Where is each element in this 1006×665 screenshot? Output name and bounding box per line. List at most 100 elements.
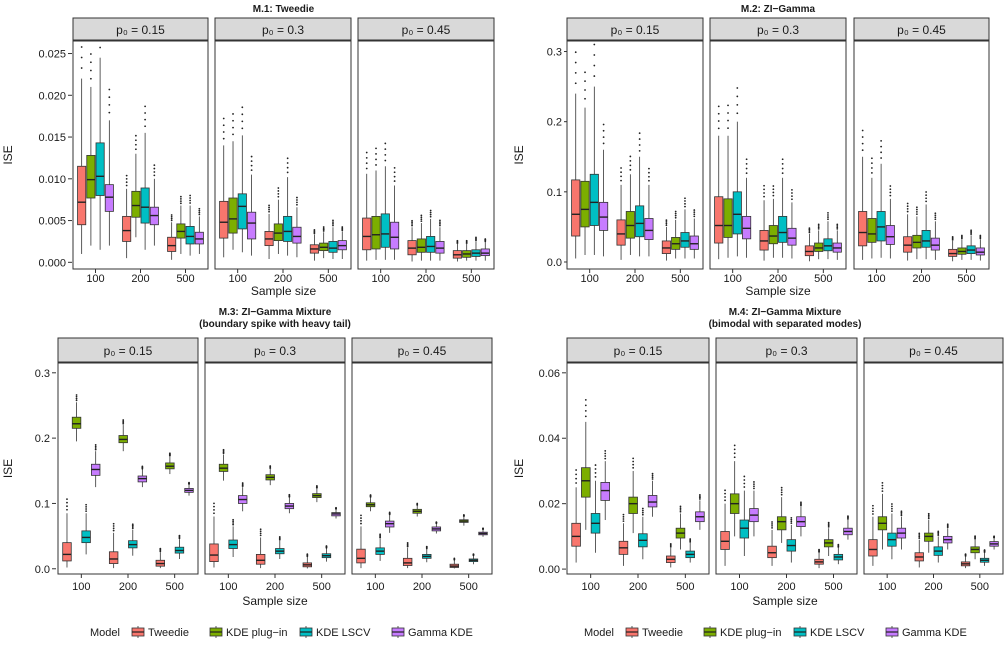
box-body (131, 190, 141, 218)
box-outlier (75, 395, 78, 398)
box-outlier (108, 96, 111, 99)
box-outlier (818, 548, 820, 551)
facet-strip-label: p₀ = 0.15 (104, 344, 153, 358)
facet-strip-label: p₀ = 0.3 (254, 344, 296, 358)
facet-panel-border (863, 362, 1004, 575)
box-gamma-kde-500 (843, 515, 853, 540)
box-outlier (870, 162, 873, 165)
box-body (426, 236, 436, 253)
box-outlier (574, 51, 577, 54)
box-outlier (286, 157, 289, 160)
legend-key-kde-lscv: KDE LSCV (299, 626, 371, 639)
box-outlier (456, 239, 459, 242)
box-body (868, 539, 878, 557)
box-outlier (584, 71, 586, 74)
box-outlier (970, 231, 973, 234)
box-outlier (983, 549, 986, 551)
box-body (283, 215, 293, 242)
box-body (480, 248, 490, 257)
box-kde-lscv-100 (95, 46, 105, 250)
box-outlier (880, 157, 883, 159)
box-body (867, 218, 877, 243)
box-outlier (213, 502, 215, 505)
box-gamma-kde-200 (137, 465, 148, 488)
legend-key-kde-lscv: KDE LSCV (793, 626, 865, 639)
box-outlier (411, 221, 413, 224)
box-outlier (674, 212, 677, 215)
box-outlier (125, 174, 128, 177)
box-kde-plug-in-500 (814, 223, 824, 260)
box-outlier (369, 494, 372, 496)
box-body (194, 231, 204, 245)
box-outlier (384, 159, 387, 162)
x-tick-label: 500 (676, 581, 694, 593)
box-outlier (472, 553, 475, 556)
box-kde-plug-in-100 (729, 444, 740, 537)
box-outlier (964, 553, 967, 556)
box-kde-lscv-100 (228, 518, 238, 558)
box-gamma-kde-100 (742, 158, 752, 258)
box-body (416, 238, 426, 253)
box-outlier (889, 194, 892, 197)
box-kde-lscv-200 (638, 507, 648, 560)
box-outlier (85, 505, 88, 508)
box-outlier (286, 162, 289, 164)
x-tick-label: 500 (165, 581, 183, 593)
box-outlier (66, 501, 68, 504)
box-outlier (420, 220, 423, 223)
legend-key-gamma-kde: Gamma KDE (885, 626, 967, 639)
box-kde-plug-in-200 (265, 465, 275, 486)
box-gamma-kde-200 (435, 219, 445, 261)
box-gamma-kde-200 (644, 167, 654, 257)
box-body (589, 173, 599, 226)
box-outlier (771, 526, 773, 529)
box-gamma-kde-100 (600, 450, 610, 521)
box-outlier (593, 54, 596, 56)
box-outlier (872, 510, 874, 513)
box-outlier (827, 525, 830, 528)
box-body (787, 227, 797, 246)
box-outlier (250, 160, 253, 162)
x-tick-label: 100 (366, 581, 384, 593)
box-outlier (861, 129, 864, 132)
box-outlier (665, 220, 668, 223)
box-outlier (693, 213, 696, 216)
box-outlier (365, 162, 368, 165)
box-tweedie-200 (618, 513, 629, 566)
box-kde-plug-in-500 (165, 452, 175, 475)
x-tick-label: 500 (971, 581, 989, 593)
facet-strip-label: p₀ = 0.45 (398, 344, 447, 358)
box-outlier (918, 535, 921, 538)
legend-label: Gamma KDE (408, 627, 473, 639)
box-kde-plug-in-200 (768, 185, 778, 258)
box-outlier (189, 202, 192, 204)
box-tweedie-500 (666, 543, 676, 568)
box-outlier (891, 507, 893, 510)
box-outlier (232, 126, 234, 129)
box-outlier (296, 199, 298, 201)
box-outlier (250, 169, 253, 172)
box-tweedie-200 (402, 541, 413, 569)
box-body (571, 179, 581, 237)
x-tick-label: 500 (957, 273, 975, 285)
facet-panel-border (715, 362, 858, 575)
box-outlier (638, 132, 641, 135)
box-outlier (651, 474, 654, 477)
box-outlier (781, 163, 784, 165)
box-outlier (277, 190, 280, 192)
box-kde-lscv-100 (589, 43, 599, 255)
x-tick-label: 200 (413, 581, 431, 593)
box-outlier (827, 216, 829, 218)
box-outlier (131, 524, 134, 527)
box-outlier (89, 77, 92, 80)
box-outlier (131, 523, 134, 526)
box-outlier (934, 216, 937, 219)
box-body (930, 237, 940, 251)
box-outlier (406, 545, 409, 548)
x-tick-label: 500 (462, 273, 480, 285)
box-outlier (800, 501, 802, 504)
box-outlier (960, 234, 963, 237)
box-kde-plug-in-500 (462, 239, 472, 261)
box-outlier (629, 168, 632, 171)
box-outlier (365, 156, 368, 159)
